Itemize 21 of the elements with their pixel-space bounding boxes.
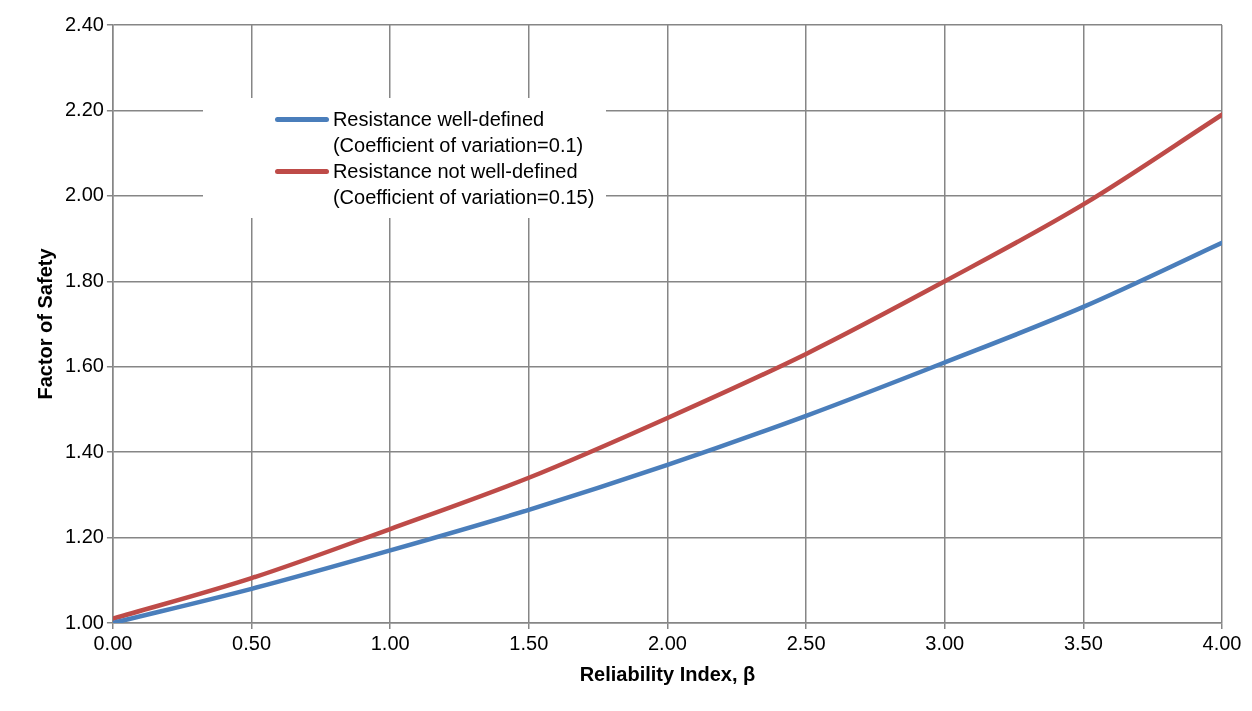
y-tick-label: 1.60 (64, 354, 104, 377)
y-tick-label: 1.20 (64, 525, 104, 548)
x-tick-label: 2.50 (786, 631, 826, 654)
legend-label: Resistance not well-defined (Coefficient of variation=0.15) (332, 159, 595, 210)
x-tick-label: 3.50 (1063, 631, 1103, 654)
x-tick-label: 0.00 (93, 631, 133, 654)
x-tick-label: 0.50 (232, 631, 272, 654)
y-tick-label: 2.40 (64, 12, 104, 35)
y-tick-label: 1.40 (64, 439, 104, 462)
x-tick-label: 4.00 (1202, 631, 1242, 654)
x-tick-label: 3.00 (925, 631, 965, 654)
legend-label: Resistance well-defined (Coefficient of variation=0.1) (332, 107, 584, 158)
x-axis-title: Reliability Index, β (579, 662, 756, 685)
y-tick-label: 1.00 (64, 610, 104, 633)
x-tick-label: 2.00 (647, 631, 687, 654)
x-tick-label: 1.50 (509, 631, 549, 654)
y-tick-label: 2.20 (64, 97, 104, 120)
y-tick-label: 1.80 (64, 268, 104, 291)
y-tick-label: 2.00 (64, 183, 104, 206)
x-tick-label: 1.00 (370, 631, 410, 654)
y-axis-title: Factor of Safety (33, 247, 56, 400)
